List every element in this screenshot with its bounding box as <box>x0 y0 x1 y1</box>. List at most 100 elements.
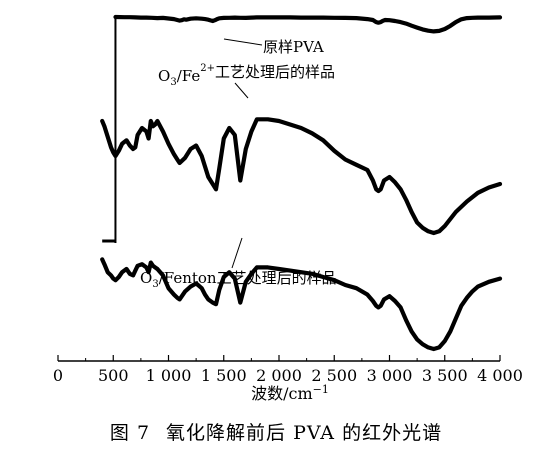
series-1-point <box>343 16 347 20</box>
series-2-point <box>255 117 259 121</box>
x-tick-label: 3 000 <box>367 366 413 385</box>
figure-caption: 图 7 氧化降解前后 PVA 的红外光谱 <box>0 418 552 445</box>
series-3-point <box>133 269 137 273</box>
series-2-point <box>343 157 347 162</box>
series-1-label: 原样PVA <box>263 38 324 56</box>
series-2-label-part: 2+ <box>200 63 215 74</box>
series-2-point <box>382 178 386 183</box>
series-2-point <box>321 138 325 142</box>
series-1-point <box>476 16 480 20</box>
series-2-label-part: 3 <box>170 77 176 88</box>
series-1-point <box>166 16 171 21</box>
series-3-point <box>426 345 430 349</box>
series-2-point <box>376 189 380 193</box>
series-3-point <box>151 264 155 268</box>
original-pva-start-bar <box>102 17 117 243</box>
series-2-point <box>404 198 408 202</box>
series-3-point <box>131 273 135 277</box>
series-3-point <box>404 318 408 322</box>
series-2-point <box>206 175 210 179</box>
series-2-point <box>102 124 106 128</box>
series-1-point <box>184 18 188 22</box>
series-3-point <box>175 296 179 300</box>
series-1 <box>113 14 503 34</box>
series-3-point <box>415 337 419 341</box>
series-3-point <box>432 347 436 351</box>
series-3-point <box>465 296 469 300</box>
series-2-point <box>178 161 182 165</box>
series-2-point <box>371 178 375 183</box>
series-2-point <box>131 147 135 151</box>
series-1-point <box>139 16 143 20</box>
series-3-point <box>211 301 215 305</box>
figure-caption-text: 氧化降解前后 PVA 的红外光谱 <box>166 422 443 444</box>
series-2-point <box>111 150 115 155</box>
series-3-point <box>153 265 157 269</box>
series-3-point <box>120 270 124 274</box>
series-1-leader-line <box>223 38 263 46</box>
x-axis-title-text: 波数/cm <box>251 384 313 403</box>
series-1-point <box>321 16 325 20</box>
series-3-label-part: 3 <box>152 279 158 290</box>
series-3-point <box>437 345 441 349</box>
series-2-point <box>249 129 253 134</box>
series-3-point <box>222 275 226 279</box>
series-1-point <box>354 16 358 20</box>
series-3-point <box>376 305 380 309</box>
series-3-point <box>443 339 447 343</box>
series-3-point <box>266 265 270 269</box>
series-2-point <box>106 135 110 139</box>
series-1-point <box>203 17 207 21</box>
series-3-point <box>255 265 259 269</box>
series-2-point <box>172 152 176 156</box>
x-axis-title: 波数/cm−1 <box>251 383 329 403</box>
series-1-point <box>227 16 231 20</box>
series-2-point <box>448 217 452 221</box>
series-3-point <box>113 278 118 282</box>
series-2-point <box>100 119 104 123</box>
series-3-point <box>277 267 281 271</box>
series-3-point <box>310 272 314 276</box>
series-2-point <box>122 140 126 144</box>
series-3-point <box>172 293 176 297</box>
series-3-point <box>382 297 386 301</box>
series-3-point <box>140 262 144 266</box>
series-2-point <box>175 157 179 162</box>
series-2-line <box>100 117 503 236</box>
series-3-point <box>288 269 292 273</box>
series-2-point <box>288 122 292 127</box>
series-1-point <box>244 16 248 20</box>
figure-number: 图 7 <box>109 422 151 444</box>
series-3-point <box>399 305 403 309</box>
series-2-point <box>415 220 419 225</box>
series-2-point <box>426 229 430 233</box>
series-3-point <box>343 283 347 287</box>
series-2-point <box>379 187 383 191</box>
series-1-point <box>432 29 436 33</box>
series-2-point <box>136 133 140 137</box>
series-1-point <box>387 18 392 22</box>
series-2-point <box>393 180 397 184</box>
series-1-point <box>233 16 237 20</box>
series-1-point <box>144 16 148 20</box>
series-1-point <box>454 20 458 24</box>
series-3-point <box>321 275 325 279</box>
series-2-point <box>183 156 187 160</box>
series-2-point <box>227 126 231 130</box>
series-2-point <box>277 119 281 123</box>
series-2 <box>100 117 503 236</box>
series-2-label-part: O <box>158 67 170 85</box>
series-1-point <box>249 16 253 20</box>
series-1-point <box>443 27 447 31</box>
series-1-point <box>465 16 469 20</box>
series-2-point <box>149 119 153 123</box>
series-2-point <box>161 129 165 134</box>
series-1-point <box>399 20 403 24</box>
series-3-point <box>122 269 126 273</box>
series-2-label-part: /Fe <box>177 67 201 85</box>
series-1-point <box>393 19 397 23</box>
series-3-point <box>117 275 121 279</box>
series-1-point <box>410 24 414 28</box>
series-1-point <box>365 17 369 21</box>
